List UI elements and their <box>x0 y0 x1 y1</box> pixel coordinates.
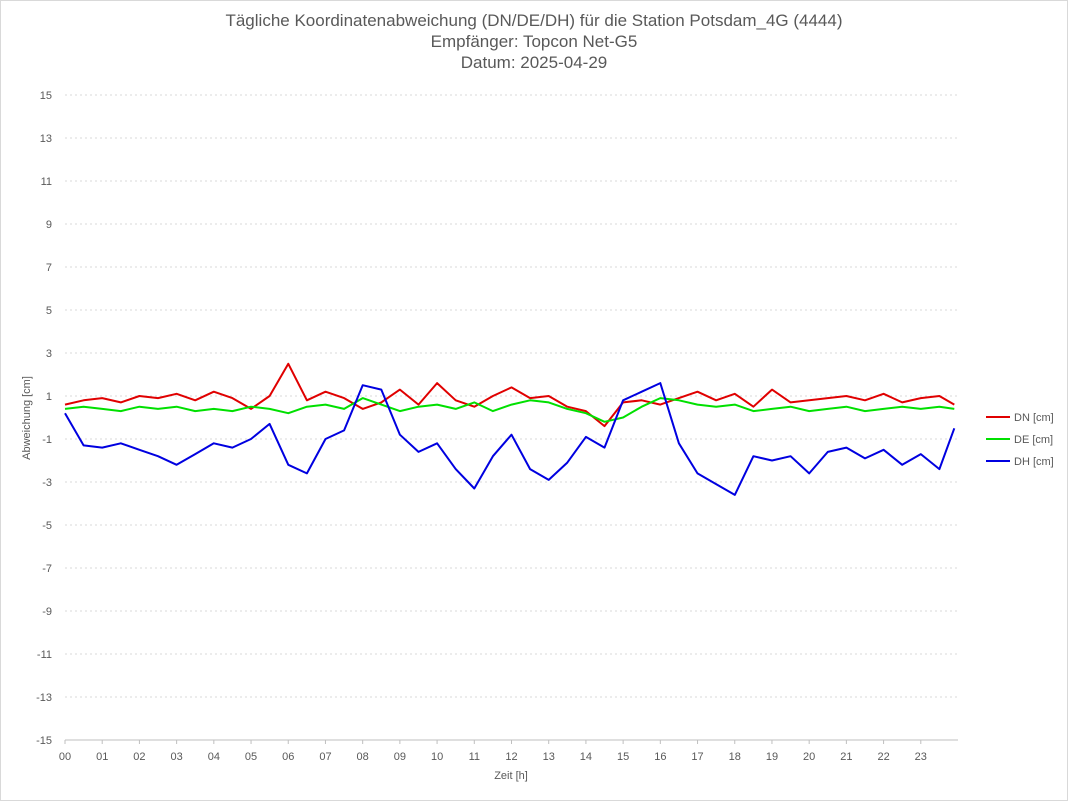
x-tick-label: 13 <box>543 751 555 763</box>
x-tick-label: 01 <box>96 751 108 763</box>
chart-subtitle-date: Datum: 2025-04-29 <box>460 53 608 72</box>
x-tick-label: 19 <box>766 751 778 763</box>
y-axis-ticks: 15 13 11 9 7 5 3 1 -1 -3 -5 -7 -9 -11 -13 -15 <box>36 90 52 747</box>
grid-lines <box>65 94 958 698</box>
x-tick-label: 06 <box>282 751 294 763</box>
y-tick-label: 5 <box>46 305 52 317</box>
x-tick-label: 16 <box>654 751 666 763</box>
y-tick-label: -7 <box>42 563 52 575</box>
x-tick-label: 15 <box>617 751 629 763</box>
x-tick-label: 18 <box>729 751 741 763</box>
legend-label: DE [cm] <box>1014 434 1053 446</box>
x-tick-label: 20 <box>803 751 815 763</box>
x-axis-label: Zeit [h] <box>494 770 528 782</box>
x-tick-label: 11 <box>469 751 480 763</box>
y-tick-label: 7 <box>46 262 52 274</box>
x-tick-label: 04 <box>208 751 220 763</box>
y-tick-label: 15 <box>40 90 52 102</box>
x-tick-label: 12 <box>505 751 517 763</box>
y-tick-label: 13 <box>40 133 52 145</box>
legend: DN [cm] DE [cm] DH [cm] <box>986 412 1054 468</box>
series-lines <box>64 362 956 496</box>
series-line-de <box>64 397 955 423</box>
y-tick-label: -5 <box>42 520 52 532</box>
x-tick-label: 02 <box>133 751 145 763</box>
x-tick-label: 17 <box>691 751 703 763</box>
y-axis-label: Abweichung [cm] <box>21 376 33 460</box>
chart-title: Tägliche Koordinatenabweichung (DN/DE/DH… <box>225 11 843 30</box>
y-tick-label: -11 <box>37 649 52 661</box>
y-tick-label: -13 <box>36 692 52 704</box>
chart-subtitle-receiver: Empfänger: Topcon Net-G5 <box>430 32 638 51</box>
y-tick-label: -15 <box>36 735 52 747</box>
y-tick-label: 3 <box>46 348 52 360</box>
x-tick-label: 23 <box>915 751 927 763</box>
legend-label: DH [cm] <box>1014 456 1054 468</box>
legend-label: DN [cm] <box>1014 412 1054 424</box>
x-tick-label: 05 <box>245 751 257 763</box>
x-tick-label: 14 <box>580 751 592 763</box>
x-tick-label: 10 <box>431 751 443 763</box>
y-tick-label: 11 <box>41 176 52 188</box>
y-tick-label: 1 <box>46 391 52 403</box>
series-line-dn <box>64 362 955 428</box>
chart-titles: Tägliche Koordinatenabweichung (DN/DE/DH… <box>0 10 1068 73</box>
x-tick-label: 09 <box>394 751 406 763</box>
y-tick-label: 9 <box>46 219 52 231</box>
x-axis-ticks: 00 01 02 03 04 05 06 07 08 09 10 11 12 13 14 15 16 17 18 19… <box>59 740 927 763</box>
x-tick-label: 03 <box>171 751 183 763</box>
series-line-dh <box>64 382 956 496</box>
x-tick-label: 07 <box>319 751 331 763</box>
x-tick-label: 22 <box>877 751 889 763</box>
x-tick-label: 08 <box>357 751 369 763</box>
y-tick-label: -1 <box>42 434 52 446</box>
y-tick-label: -3 <box>42 477 52 489</box>
y-tick-label: -9 <box>42 606 52 618</box>
x-tick-label: 21 <box>840 751 852 763</box>
x-tick-label: 00 <box>59 751 71 763</box>
